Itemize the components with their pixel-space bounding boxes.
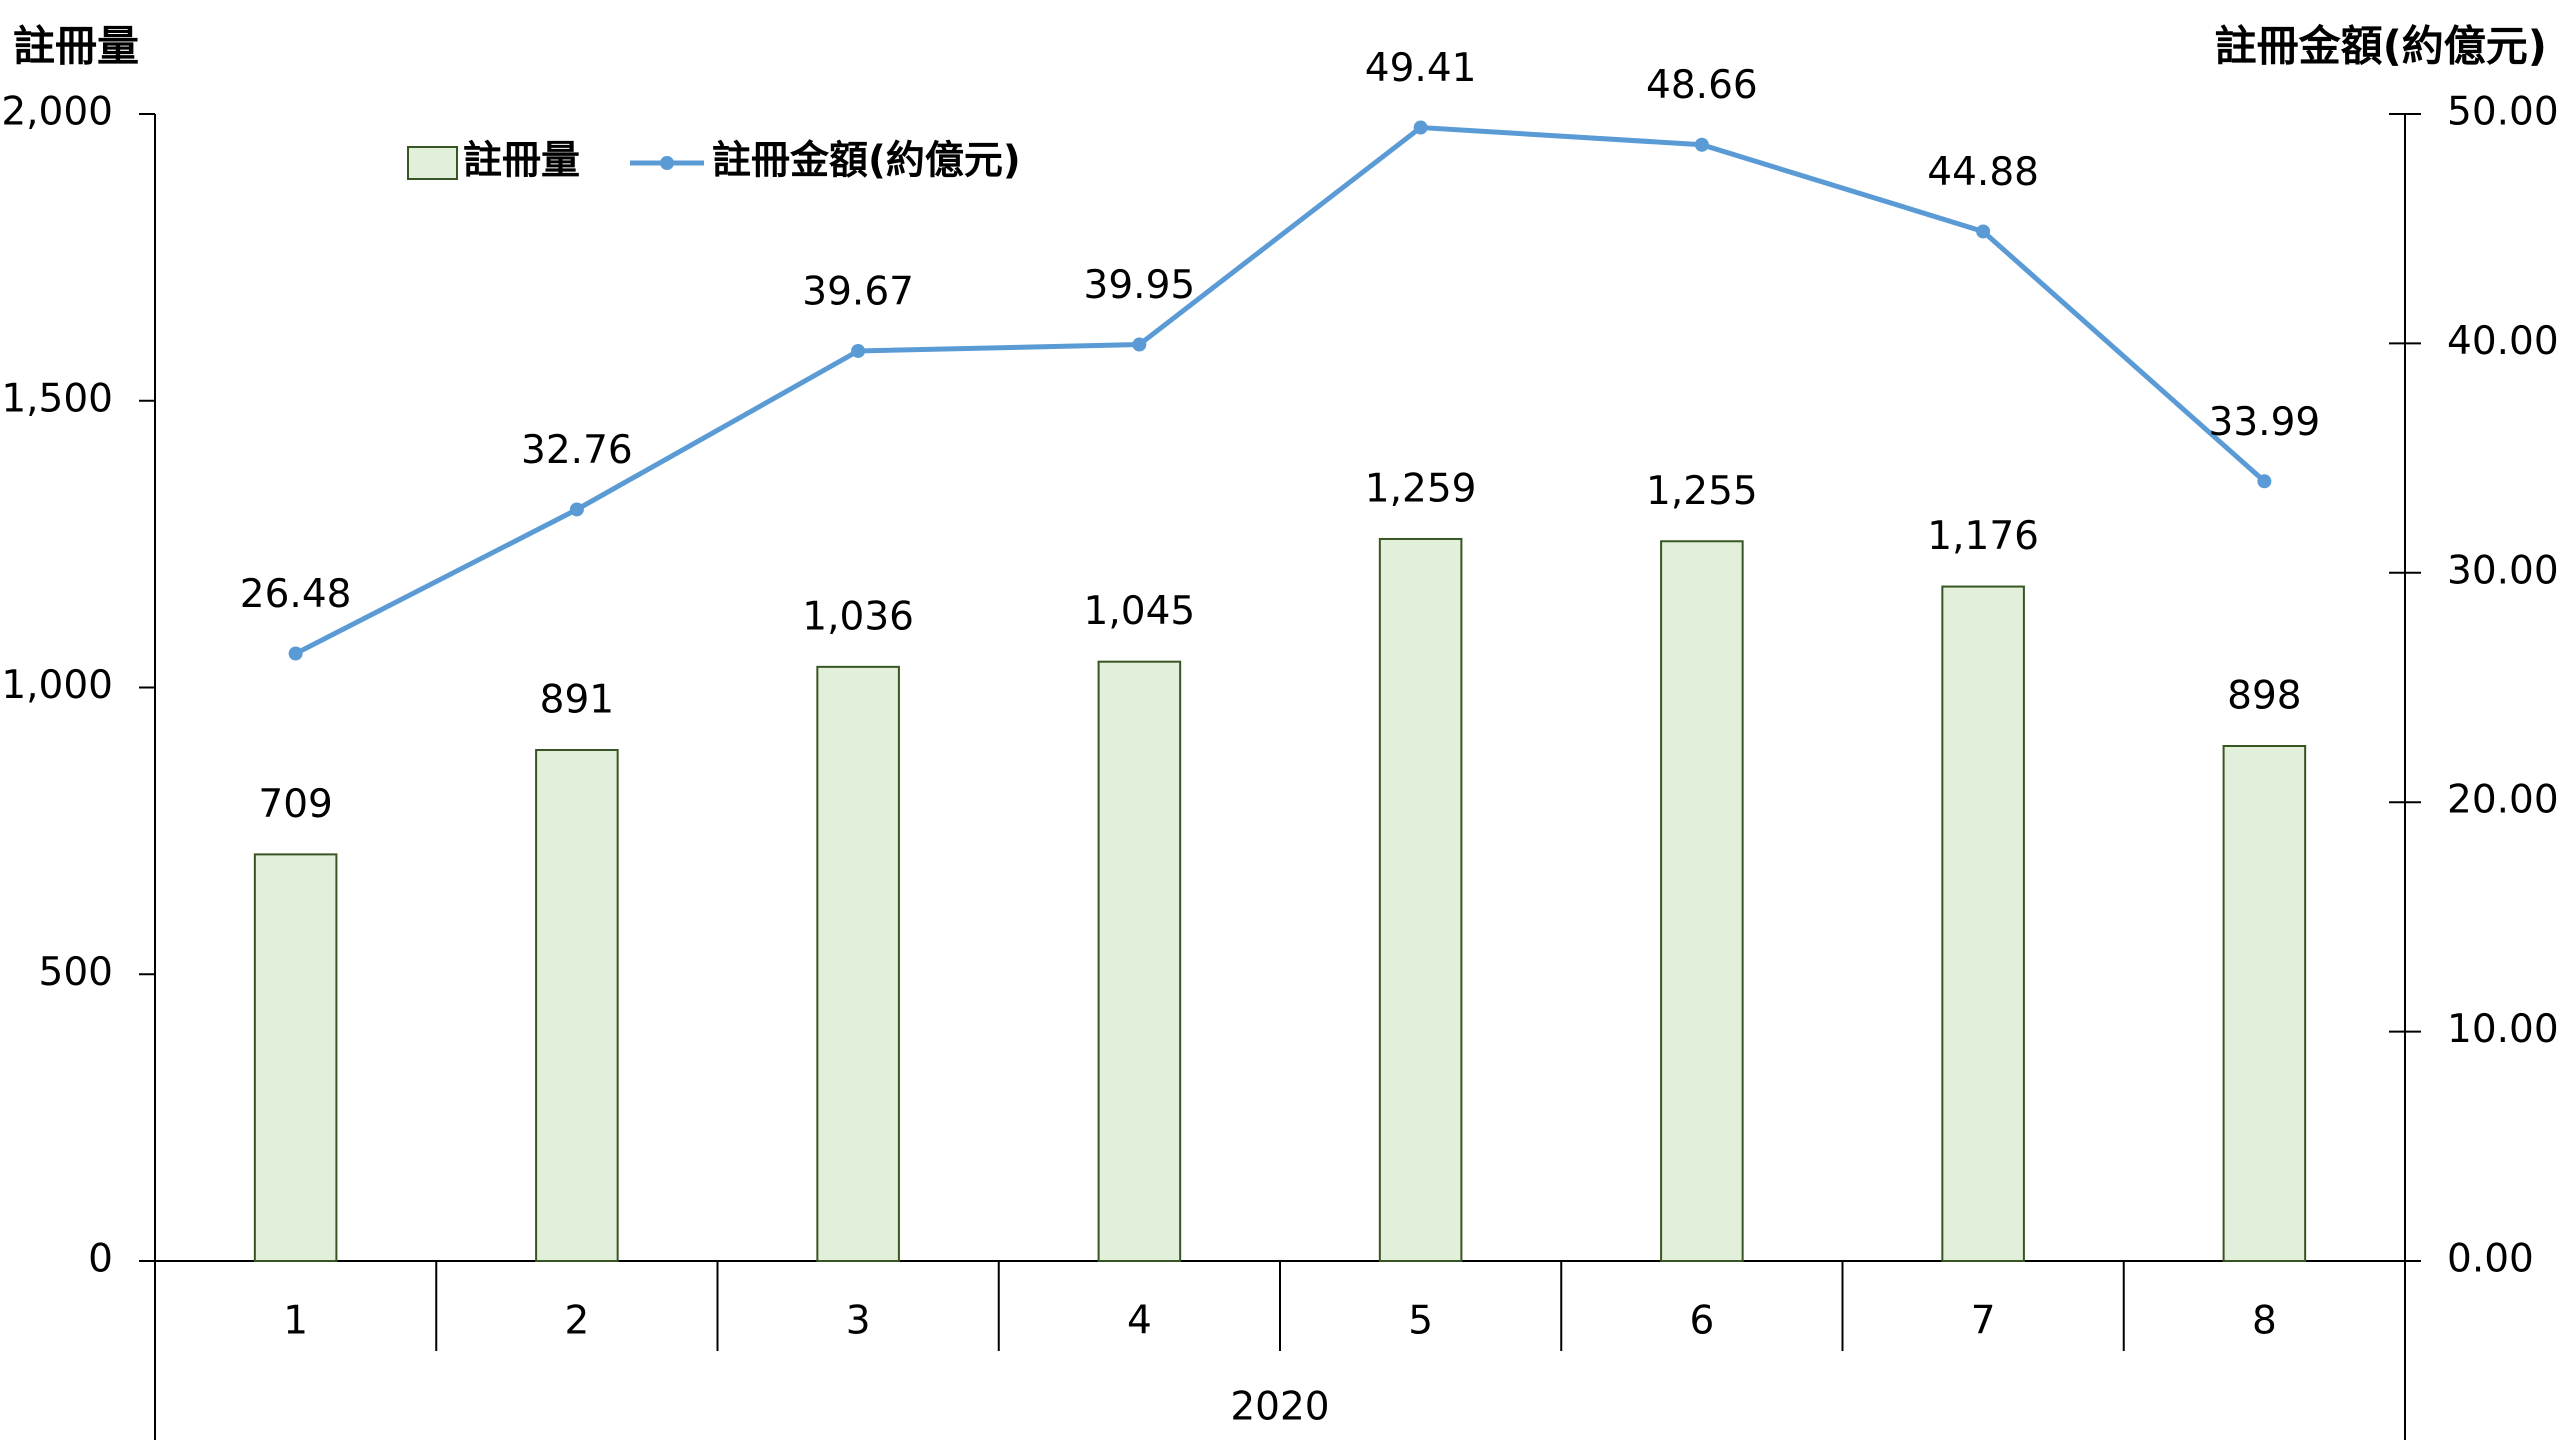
line-marker <box>851 343 866 358</box>
x-tick-label: 5 <box>1408 1299 1433 1344</box>
legend-label: 註冊量 <box>463 139 580 184</box>
x-group-label: 2020 <box>1230 1385 1329 1430</box>
legend-marker <box>660 156 675 170</box>
line <box>294 124 2267 656</box>
line-marker <box>2257 474 2272 489</box>
bar <box>253 853 338 1262</box>
y-tick-label: 1,000 <box>1 663 113 708</box>
y2-axis-title: 註冊金額(約億元) <box>2215 22 2547 71</box>
bar-value-label: 1,255 <box>1646 469 1758 514</box>
line-marker <box>1132 337 1147 352</box>
line-marker <box>1976 224 1991 239</box>
bar <box>1097 660 1182 1262</box>
x-tick-label: 8 <box>2252 1299 2277 1344</box>
line-value-label: 26.48 <box>240 572 352 617</box>
line-value-label: 44.88 <box>1927 150 2039 195</box>
bar <box>1941 585 2025 1262</box>
line-marker <box>288 646 303 661</box>
bar-value-label: 1,259 <box>1365 466 1477 511</box>
x-tick-label: 7 <box>1971 1299 1996 1344</box>
y-tick-label: 1,500 <box>1 376 113 421</box>
line-marker <box>1694 137 1709 152</box>
bar-value-label: 1,036 <box>802 594 914 639</box>
bar <box>535 749 619 1262</box>
x-tick-label: 6 <box>1689 1299 1714 1344</box>
y-tick-label: 2,000 <box>1 90 113 135</box>
y-tick-label: 500 <box>39 950 113 995</box>
y2-tick-label: 40.00 <box>2447 319 2559 364</box>
y2-tick-label: 0.00 <box>2447 1237 2534 1282</box>
bar-value-label: 898 <box>2227 673 2301 718</box>
y2-tick-label: 50.00 <box>2447 90 2559 135</box>
bar-value-label: 1,176 <box>1927 514 2039 559</box>
bar <box>2222 744 2307 1262</box>
y-axis-title: 註冊量 <box>13 22 139 71</box>
line-value-label: 39.67 <box>802 269 914 314</box>
y2-tick-label: 10.00 <box>2447 1007 2559 1052</box>
line-value-label: 33.99 <box>2209 400 2321 445</box>
x-tick-label: 1 <box>283 1299 308 1344</box>
y2-tick-label: 30.00 <box>2447 548 2559 593</box>
y-tick-label: 0 <box>88 1237 113 1282</box>
bar-value-label: 1,045 <box>1084 589 1196 634</box>
legend-label: 註冊金額(約億元) <box>712 139 1021 184</box>
bar-value-label: 891 <box>540 678 614 723</box>
line-value-label: 39.95 <box>1084 263 1196 308</box>
line-marker <box>569 502 584 517</box>
bar <box>1378 537 1463 1262</box>
x-tick-label: 4 <box>1127 1299 1152 1344</box>
line-value-label: 32.76 <box>521 428 633 473</box>
bar-value-label: 709 <box>258 782 332 827</box>
bar <box>816 665 900 1262</box>
line-value-label: 48.66 <box>1646 63 1758 108</box>
line-marker <box>1413 120 1428 135</box>
y2-tick-label: 20.00 <box>2447 778 2559 823</box>
x-tick-label: 2 <box>564 1299 589 1344</box>
legend-swatch <box>407 146 458 180</box>
bar <box>1660 540 1744 1262</box>
x-tick-label: 3 <box>846 1299 871 1344</box>
line-value-label: 49.41 <box>1365 46 1477 91</box>
